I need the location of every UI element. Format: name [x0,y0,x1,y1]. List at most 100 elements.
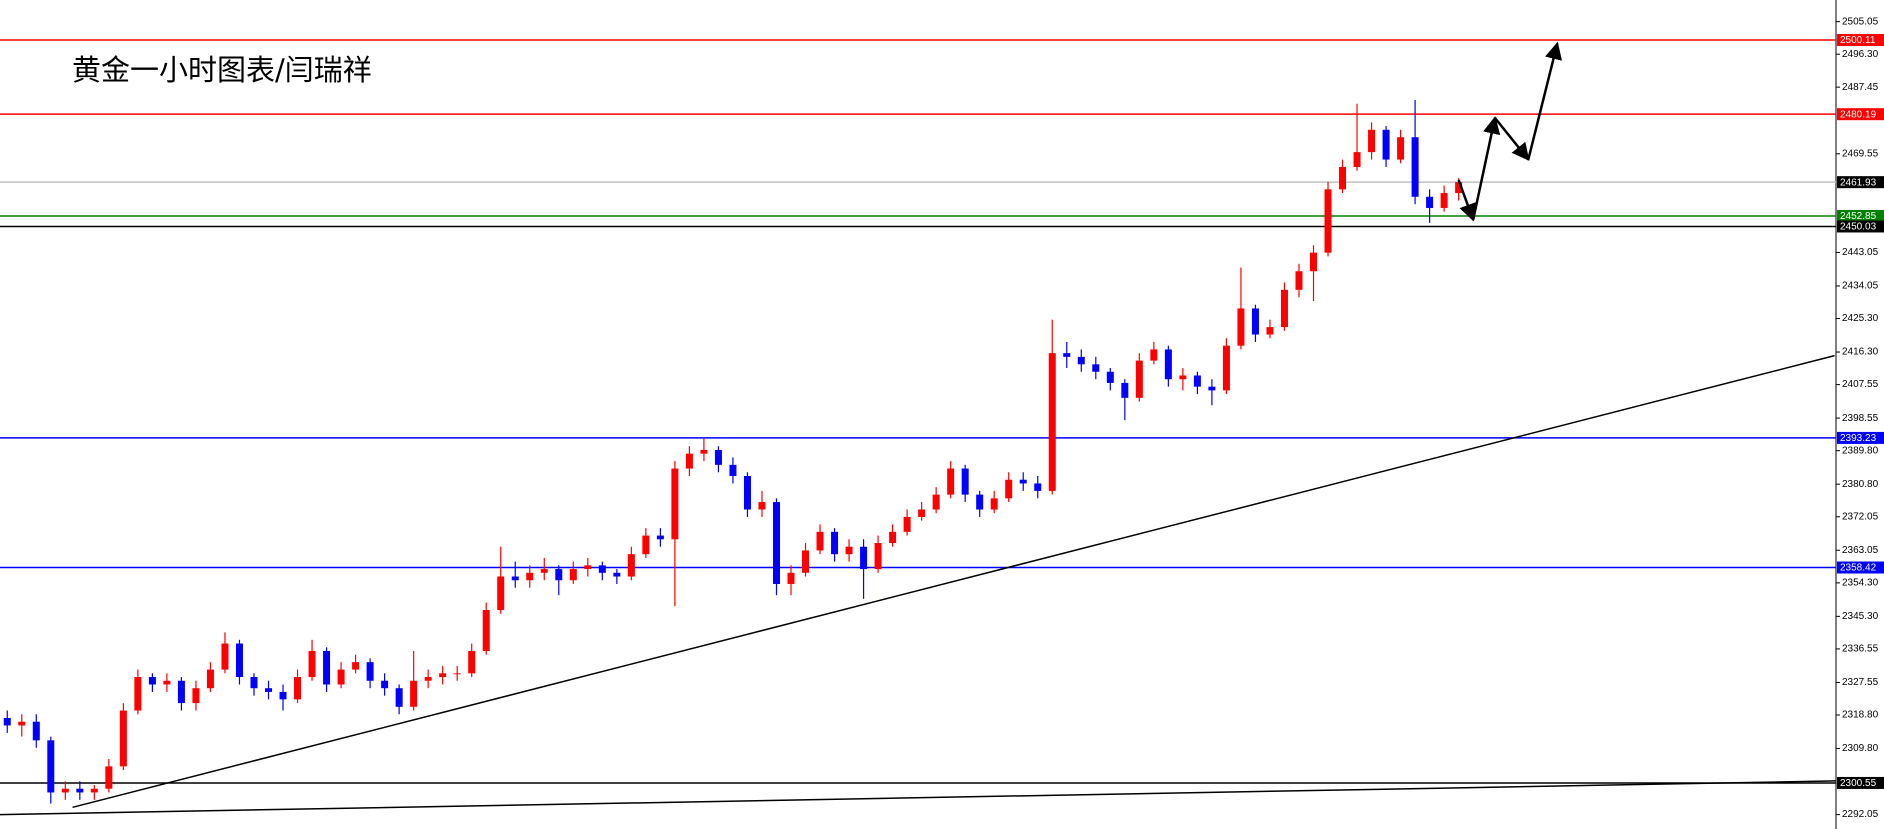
candle-body [932,494,940,510]
candle-body [671,468,679,540]
forecast-arrow [1471,116,1501,221]
candle-body [990,498,998,510]
candle-body [656,535,664,540]
candle-body [1295,271,1303,290]
candle-body [366,662,374,681]
candle-body [119,710,127,767]
candle-body [1193,375,1201,387]
candle-body [497,576,505,611]
candle-body [714,449,722,465]
candle-body [265,688,273,692]
candle-body [729,464,737,477]
candle-body [453,673,461,675]
level-box [1837,176,1884,189]
candle-body [1063,353,1071,357]
candle-body [177,680,185,704]
level-label: 2450.03 [1840,222,1877,233]
y-tick-label: 2372.05 [1842,511,1879,522]
level-box [1837,561,1884,574]
candle-body [976,494,984,510]
level-box [1837,776,1884,789]
y-tick-label: 2354.30 [1842,577,1879,588]
candle-body [323,650,331,685]
candle-body [1426,196,1434,208]
y-tick-label: 2407.55 [1842,379,1879,390]
candle-body [163,680,171,685]
candle-body [1106,371,1114,383]
candle-body [816,531,824,551]
candle-body [1135,360,1143,398]
candle-body [743,476,751,510]
candle-body [903,516,911,532]
level-box [1837,209,1884,222]
candle-body [555,569,563,581]
candle-body [831,531,839,555]
candle-body [337,669,345,685]
y-tick-label: 2505.05 [1842,16,1879,27]
y-tick-label: 2434.05 [1842,281,1879,292]
candle-body [18,721,26,726]
candle-body [802,550,810,573]
trendline [0,780,1837,816]
candle-body [1150,349,1158,361]
level-box [1837,34,1884,47]
trendline [72,354,1835,809]
candle-body [468,650,476,674]
y-tick-label: 2469.55 [1842,148,1879,159]
candle-body [250,677,258,689]
candle-body [439,673,447,678]
candle-body [1324,189,1332,253]
candle-body [569,569,577,581]
y-tick-label: 2487.45 [1842,82,1879,93]
candle-body [1005,479,1013,499]
y-tick-label: 2363.05 [1842,545,1879,556]
candle-body [1280,289,1288,328]
y-tick-label: 2318.80 [1842,710,1879,721]
candle-body [90,788,98,793]
candle-body [1339,167,1347,190]
candle-body [308,650,316,678]
candle-body [134,677,142,711]
candle-body [61,788,69,793]
level-label: 2358.42 [1840,563,1877,574]
forecast-arrow [1493,117,1530,161]
candle-body [235,643,243,678]
y-tick-label: 2309.80 [1842,743,1879,754]
candle-body [889,531,897,544]
candle-body [32,721,40,741]
candle-body [294,677,302,700]
candle-body [47,740,55,793]
y-tick-label: 2416.30 [1842,347,1879,358]
candle-body [511,576,519,581]
candle-body [1092,364,1100,372]
level-label: 2461.93 [1840,177,1877,188]
candle-body [1179,375,1187,380]
candle-body [758,502,766,510]
candle-body [1455,182,1463,194]
candle-body [1164,349,1172,380]
y-tick-label: 2496.30 [1842,49,1879,60]
y-tick-label: 2425.30 [1842,313,1879,324]
level-label: 2500.11 [1840,35,1876,46]
level-box [1837,431,1884,444]
level-label: 2393.23 [1840,433,1877,444]
candle-body [3,717,11,726]
y-tick-label: 2389.80 [1842,445,1879,456]
level-box [1837,108,1884,121]
candle-body [845,546,853,555]
y-tick-label: 2336.55 [1842,644,1879,655]
y-tick-label: 2292.05 [1842,809,1879,820]
y-tick-label: 2345.30 [1842,611,1879,622]
candle-body [1019,479,1027,484]
candle-body [279,691,287,700]
candle-body [772,502,780,584]
candle-body [1310,252,1318,272]
candle-body [1237,308,1245,346]
candle-body [221,643,229,670]
candle-body [685,453,693,469]
candle-body [395,688,403,707]
candle-body [76,788,84,793]
